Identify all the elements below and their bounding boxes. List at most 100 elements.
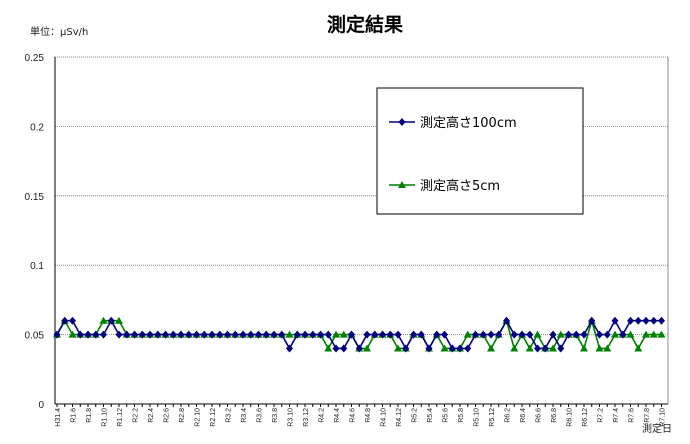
data-point-triangle: [324, 344, 333, 352]
x-tick-label: R4.6: [350, 408, 357, 423]
data-point-diamond: [348, 330, 355, 339]
legend-box: [376, 87, 584, 215]
data-point-diamond: [650, 316, 658, 325]
data-point-triangle: [657, 330, 666, 338]
data-point-diamond: [324, 330, 332, 339]
unit-label: 単位：μSv/h: [30, 27, 89, 38]
data-point-diamond: [76, 330, 84, 339]
data-point-diamond: [541, 344, 549, 353]
x-tick-label: R2.12: [210, 408, 217, 427]
x-tick-label: R6.6: [536, 408, 543, 423]
x-tick-label: R6.4: [520, 408, 527, 423]
data-point-diamond: [247, 330, 255, 339]
legend-marker-triangle: [398, 181, 406, 188]
data-point-diamond: [642, 316, 650, 325]
data-point-triangle: [603, 344, 612, 352]
data-point-triangle: [339, 330, 348, 338]
data-point-diamond: [534, 344, 541, 353]
data-point-diamond: [456, 344, 464, 353]
data-point-diamond: [262, 330, 270, 339]
x-tick-label: R7.2: [598, 408, 605, 423]
data-point-diamond: [123, 330, 131, 339]
data-point-diamond: [208, 330, 216, 339]
data-point-triangle: [595, 344, 604, 352]
data-point-diamond: [177, 330, 185, 339]
data-point-diamond: [433, 330, 441, 339]
y-tick-label: 0.25: [25, 53, 45, 64]
data-point-diamond: [588, 316, 596, 325]
y-tick-label: 0: [38, 400, 44, 411]
data-point-diamond: [448, 344, 456, 353]
data-point-diamond: [154, 330, 162, 339]
x-tick-label: R2.8: [179, 408, 186, 423]
data-point-diamond: [363, 330, 371, 339]
x-axis-label: 測定日: [642, 424, 672, 435]
data-point-diamond: [107, 316, 115, 325]
data-point-diamond: [603, 330, 611, 339]
data-point-diamond: [216, 330, 224, 339]
data-point-triangle: [99, 316, 108, 324]
data-point-diamond: [379, 330, 386, 339]
data-point-diamond: [309, 330, 317, 339]
data-point-diamond: [425, 344, 433, 353]
data-point-diamond: [386, 330, 394, 339]
x-tick-label: R4.12: [396, 408, 403, 427]
data-point-diamond: [270, 330, 278, 339]
y-tick-label: 0.1: [30, 261, 44, 272]
legend-label: 測定高さ100cm: [420, 115, 517, 131]
x-tick-label: R6.2: [505, 408, 512, 423]
data-point-triangle: [533, 330, 542, 338]
x-tick-label: R2.2: [133, 408, 140, 423]
data-point-triangle: [115, 316, 123, 324]
data-point-diamond: [596, 330, 603, 339]
data-point-triangle: [487, 344, 495, 352]
x-tick-label: R5.4: [427, 408, 434, 423]
data-point-diamond: [487, 330, 495, 339]
data-point-diamond: [611, 316, 619, 325]
data-point-triangle: [525, 344, 534, 352]
data-point-diamond: [417, 330, 425, 339]
data-point-triangle: [556, 330, 565, 338]
x-tick-label: R4.2: [319, 408, 326, 423]
x-tick-label: R3.10: [288, 408, 295, 427]
data-point-diamond: [61, 316, 69, 325]
data-point-diamond: [200, 330, 208, 339]
data-point-diamond: [526, 330, 534, 339]
data-point-diamond: [565, 330, 572, 339]
data-point-diamond: [239, 330, 247, 339]
data-point-diamond: [193, 330, 200, 339]
data-point-diamond: [394, 330, 402, 339]
data-point-diamond: [162, 330, 169, 339]
data-point-diamond: [100, 330, 107, 339]
x-tick-label: R4.4: [334, 408, 341, 423]
data-point-diamond: [286, 344, 293, 353]
data-point-diamond: [549, 330, 557, 339]
x-tick-label: R1.12: [117, 408, 124, 427]
data-point-triangle: [634, 344, 643, 352]
data-point-diamond: [84, 330, 92, 339]
x-tick-label: R6.12: [582, 408, 589, 427]
x-tick-label: R4.10: [381, 408, 388, 427]
data-point-diamond: [317, 330, 324, 339]
data-point-diamond: [518, 330, 526, 339]
data-point-diamond: [410, 330, 417, 339]
y-tick-label: 0.15: [25, 192, 45, 203]
data-point-diamond: [402, 344, 410, 353]
x-tick-label: R5.2: [412, 408, 419, 423]
x-tick-label: R3.4: [241, 408, 248, 423]
x-tick-label: R3.12: [303, 408, 310, 427]
data-point-triangle: [394, 344, 402, 352]
x-tick-label: R1.8: [86, 408, 93, 423]
data-point-diamond: [441, 330, 448, 339]
data-point-diamond: [231, 330, 239, 339]
data-point-diamond: [293, 330, 301, 339]
data-point-diamond: [634, 316, 642, 325]
data-point-diamond: [185, 330, 193, 339]
data-point-diamond: [92, 330, 100, 339]
data-point-triangle: [440, 344, 449, 352]
data-point-triangle: [332, 330, 340, 338]
x-tick-label: R2.6: [164, 408, 171, 423]
data-point-diamond: [53, 330, 61, 339]
data-point-triangle: [549, 344, 557, 352]
